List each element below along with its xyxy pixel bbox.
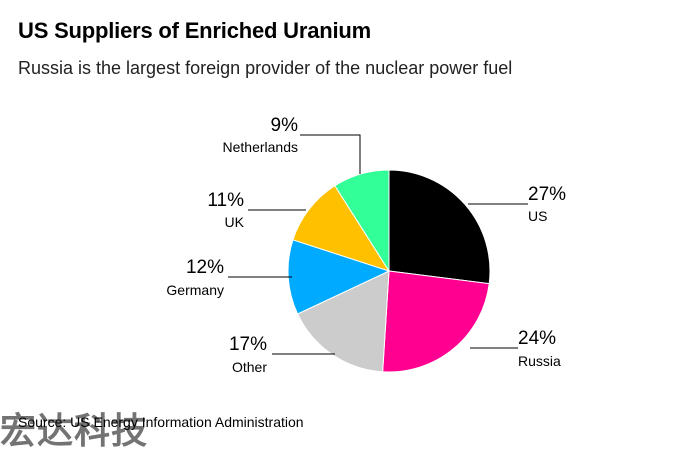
- slice-labels: 27% US 24% Russia 17% Other 12% Germany 11% UK 9% N…: [166, 115, 566, 375]
- slice-percent-other: 17%: [229, 334, 267, 355]
- slice-label-germany: Germany: [166, 282, 224, 298]
- pie-slice-uk: [292, 185, 391, 272]
- source-note: Source: US Energy Information Administra…: [18, 414, 304, 430]
- slice-label-russia: Russia: [518, 353, 561, 369]
- pie-slice-russia: [382, 270, 490, 373]
- pie-slice-us: [388, 169, 491, 285]
- slice-percent-netherlands: 9%: [271, 115, 299, 136]
- slice-percent-uk: 11%: [207, 190, 244, 211]
- slice-percent-russia: 24%: [518, 328, 556, 349]
- slice-label-uk: UK: [225, 214, 245, 230]
- leader-line-netherlands: [300, 134, 361, 174]
- slice-percent-germany: 12%: [186, 257, 224, 278]
- slice-label-netherlands: Netherlands: [223, 139, 299, 155]
- pie-slices: [287, 169, 491, 373]
- slice-percent-us: 27%: [528, 184, 566, 205]
- leader-lines: [228, 134, 528, 355]
- slice-label-other: Other: [232, 359, 267, 375]
- pie-slice-netherlands: [334, 169, 390, 273]
- chart-title: US Suppliers of Enriched Uranium: [18, 18, 371, 43]
- slice-label-us: US: [528, 208, 547, 224]
- chart-subtitle: Russia is the largest foreign provider o…: [18, 58, 513, 78]
